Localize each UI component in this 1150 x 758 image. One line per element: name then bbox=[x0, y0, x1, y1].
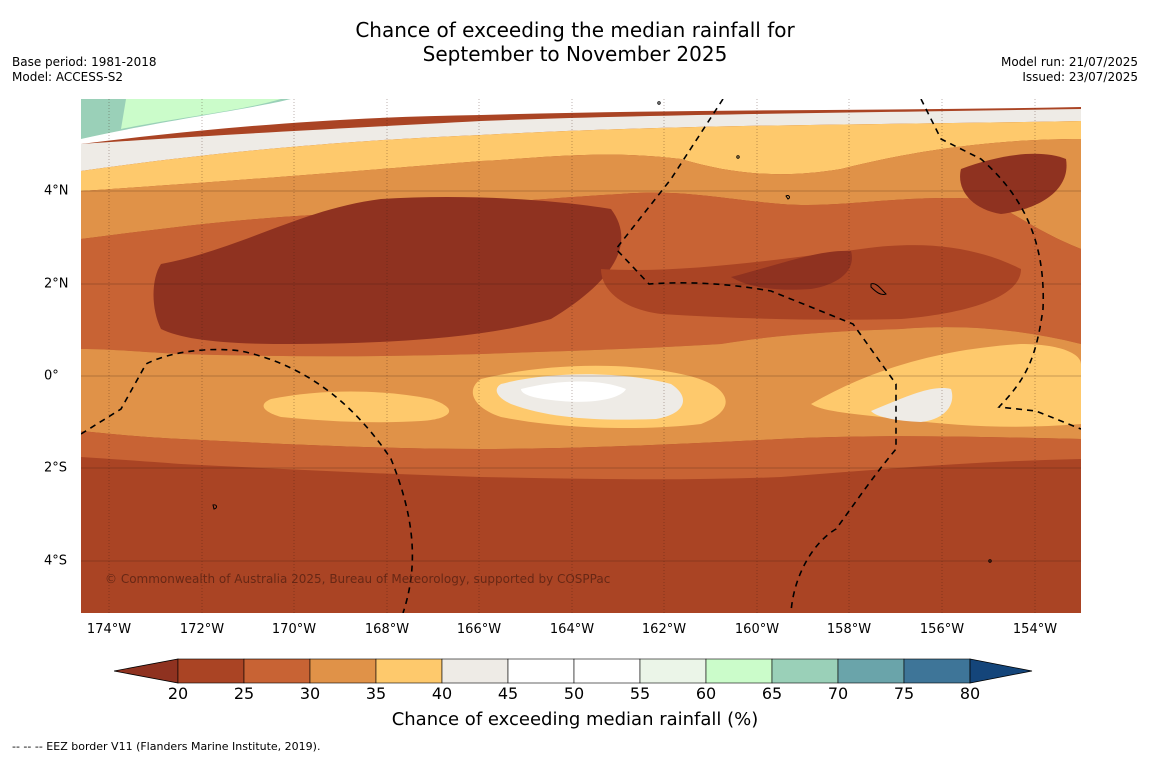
colorbar-segment-40-45 bbox=[441, 658, 509, 684]
island bbox=[657, 101, 661, 105]
lat-label: 2°S bbox=[44, 460, 68, 476]
lon-label: 166°W bbox=[456, 622, 502, 637]
lon-label: 168°W bbox=[364, 622, 410, 637]
chart-title: Chance of exceeding the median rainfall … bbox=[0, 18, 1150, 66]
contour-band-gray-east bbox=[871, 388, 953, 422]
contour-band-below-20-east bbox=[960, 153, 1067, 214]
eez-footnote: -- -- -- EEZ border V11 (Flanders Marine… bbox=[12, 740, 321, 753]
colorbar-segment-45-50 bbox=[507, 658, 575, 684]
colorbar-segment-50-55 bbox=[573, 658, 641, 684]
contour-band-35-40-north bbox=[81, 121, 1081, 191]
island bbox=[870, 283, 887, 295]
contour-band-north-light bbox=[81, 99, 1081, 144]
colorbar-extend-high bbox=[969, 658, 1033, 684]
colorbar-tick: 40 bbox=[431, 684, 453, 703]
island bbox=[988, 559, 992, 563]
colorbar-tick: 20 bbox=[167, 684, 189, 703]
colorbar-tick: 45 bbox=[497, 684, 519, 703]
contour-band-25-30-south bbox=[81, 431, 1081, 480]
colorbar-segment-75-80 bbox=[903, 658, 971, 684]
lon-label: 154°W bbox=[1012, 622, 1058, 637]
lon-label: 158°W bbox=[826, 622, 872, 637]
title-line-2: September to November 2025 bbox=[422, 42, 728, 66]
colorbar-segment-70-75 bbox=[837, 658, 905, 684]
lon-label: 170°W bbox=[271, 622, 317, 637]
colorbar bbox=[114, 658, 1033, 684]
island bbox=[736, 155, 740, 159]
colorbar-extend-low bbox=[114, 658, 179, 684]
lon-label: 156°W bbox=[919, 622, 965, 637]
eez-borders bbox=[81, 99, 1081, 613]
eez-border-east bbox=[920, 99, 1081, 430]
lon-label: 160°W bbox=[734, 622, 780, 637]
lon-label: 164°W bbox=[549, 622, 595, 637]
colorbar-tick: 25 bbox=[233, 684, 255, 703]
colorbar-segment-35-40 bbox=[375, 658, 443, 684]
run-info: Model run: 21/07/2025 Issued: 23/07/2025 bbox=[1001, 55, 1138, 85]
contour-band-30-35-north bbox=[81, 139, 1081, 249]
title-line-1: Chance of exceeding the median rainfall … bbox=[355, 18, 795, 42]
colorbar-tick: 50 bbox=[563, 684, 585, 703]
coastline bbox=[212, 101, 992, 563]
contour-band-gray bbox=[81, 109, 1081, 171]
lat-label: 2°N bbox=[44, 276, 69, 292]
model-info: Base period: 1981-2018 Model: ACCESS-S2 bbox=[12, 55, 157, 85]
lat-label: 4°N bbox=[44, 183, 69, 199]
colorbar-segment-60-65 bbox=[705, 658, 773, 684]
colorbar-segment-65-70 bbox=[771, 658, 839, 684]
lon-label: 162°W bbox=[641, 622, 687, 637]
lat-label: 0° bbox=[44, 368, 59, 384]
contour-band-35-40-east bbox=[811, 344, 1081, 427]
graticule bbox=[81, 99, 1081, 613]
base-period-text: Base period: 1981-2018 bbox=[12, 55, 157, 69]
lat-label: 4°S bbox=[44, 553, 68, 569]
colorbar-segment-30-35 bbox=[309, 658, 377, 684]
colorbar-tick: 60 bbox=[695, 684, 717, 703]
contour-band-below-20-north bbox=[153, 197, 622, 344]
colorbar-segment-55-60 bbox=[639, 658, 707, 684]
contour-band-below-20-mid bbox=[731, 250, 852, 290]
issued-text: Issued: 23/07/2025 bbox=[1022, 70, 1138, 84]
contour-band-white-central bbox=[521, 381, 626, 402]
rainfall-map bbox=[81, 99, 1081, 613]
colorbar-tick: 35 bbox=[365, 684, 387, 703]
colorbar-tick: 80 bbox=[959, 684, 981, 703]
copyright-notice: © Commonwealth of Australia 2025, Bureau… bbox=[105, 572, 611, 586]
model-run-text: Model run: 21/07/2025 bbox=[1000, 55, 1138, 69]
colorbar-segment-25-30 bbox=[243, 658, 311, 684]
colorbar-tick: 75 bbox=[893, 684, 915, 703]
island bbox=[212, 504, 217, 510]
model-name-text: Model: ACCESS-S2 bbox=[12, 70, 124, 84]
colorbar-tick: 30 bbox=[299, 684, 321, 703]
colorbar-tick: 70 bbox=[827, 684, 849, 703]
colorbar-label: Chance of exceeding median rainfall (%) bbox=[391, 709, 759, 730]
lon-label: 172°W bbox=[179, 622, 225, 637]
contour-band-35-40-equator bbox=[263, 391, 450, 423]
colorbar-segment-20-25 bbox=[177, 658, 245, 684]
island bbox=[785, 194, 790, 200]
eez-border-west bbox=[81, 348, 414, 613]
eez-border-central bbox=[614, 99, 897, 613]
contour-band-north-pale bbox=[121, 99, 281, 129]
colorbar-tick: 65 bbox=[761, 684, 783, 703]
lon-label: 174°W bbox=[86, 622, 132, 637]
colorbar-tick: 55 bbox=[629, 684, 651, 703]
